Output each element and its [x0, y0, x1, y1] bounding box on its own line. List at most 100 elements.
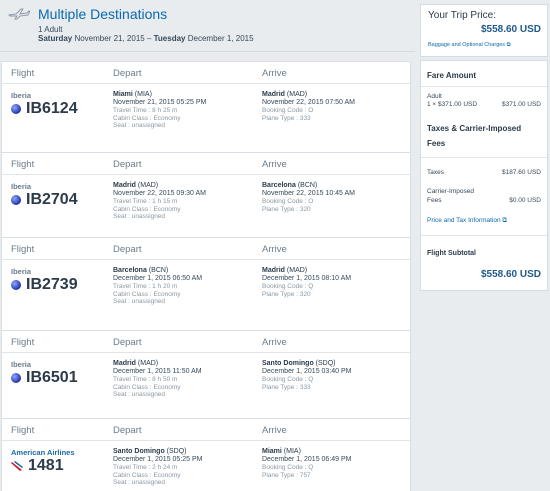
- carrier-fees-value: $0.00 USD: [509, 197, 541, 204]
- adult-label: Adult: [427, 93, 442, 100]
- arrival-time: November 22, 2015 10:45 AM: [262, 190, 356, 198]
- flight-column-header: Flight: [11, 425, 35, 436]
- divider: [421, 235, 547, 236]
- arrival-city: Barcelona: [262, 182, 296, 189]
- header-divider: [0, 51, 415, 52]
- depart-column-header: Depart: [113, 425, 142, 436]
- flight-card: Flight Depart Arrive Iberia IB6501 Madri…: [1, 330, 411, 424]
- seat-info: Seat : unassigned: [113, 478, 166, 486]
- flight-card-header: Flight Depart Arrive: [2, 331, 410, 353]
- iberia-globe-icon: [11, 373, 21, 383]
- booking-code: Booking Code : O: [262, 107, 314, 115]
- arrival-time: December 1, 2015 06:49 PM: [262, 456, 352, 464]
- adult-fare-calc: 1 × $371.00 USD: [427, 101, 478, 108]
- arrival-city: Madrid: [262, 91, 285, 98]
- depart-column-header: Depart: [113, 159, 142, 170]
- fare-breakdown-panel: Fare Amount Adult 1 × $371.00 USD $371.0…: [420, 60, 548, 291]
- taxes-label: Taxes: [427, 169, 444, 176]
- page-title: Multiple Destinations: [38, 6, 168, 22]
- arrival-time: December 1, 2015 03:40 PM: [262, 368, 352, 376]
- flight-column-header: Flight: [11, 68, 35, 79]
- flight-card-header: Flight Depart Arrive: [2, 62, 410, 84]
- arrival-city: Santo Domingo: [262, 360, 314, 367]
- trip-price-label: Your Trip Price:: [428, 10, 496, 21]
- seat-info: Seat : unassigned: [113, 390, 166, 398]
- iberia-globe-icon: [11, 104, 21, 114]
- seat-info: Seat : unassigned: [113, 121, 166, 129]
- depart-column-header: Depart: [113, 68, 142, 79]
- trip-price-box: Your Trip Price: $558.60 USD Baggage and…: [420, 4, 548, 57]
- price-tax-info-link[interactable]: Price and Tax Information ⧉: [427, 217, 508, 224]
- plane-type: Plane Type : 333: [262, 383, 311, 391]
- arrive-column-header: Arrive: [262, 425, 287, 436]
- departure-info: Madrid (MAD) November 22, 2015 09:30 AM …: [113, 182, 207, 220]
- departure-time: November 21, 2015 05:25 PM: [113, 99, 207, 107]
- flight-card-header: Flight Depart Arrive: [2, 153, 410, 175]
- divider: [421, 86, 547, 87]
- flight-number: IB6124: [11, 100, 78, 118]
- travel-time: Travel Time : 8 h 50 m: [113, 376, 178, 384]
- booking-code: Booking Code : Q: [262, 283, 314, 291]
- cabin-class: Cabin Class : Economy: [113, 471, 181, 479]
- departure-city: Santo Domingo: [113, 448, 165, 455]
- arrival-time: December 1, 2015 08:10 AM: [262, 275, 352, 283]
- trip-price-amount: $558.60 USD: [480, 24, 541, 35]
- arrival-info: Barcelona (BCN) November 22, 2015 10:45 …: [262, 182, 356, 213]
- departure-time: December 1, 2015 05:25 PM: [113, 456, 203, 464]
- arrival-info: Madrid (MAD) December 1, 2015 08:10 AM B…: [262, 267, 352, 298]
- booking-code: Booking Code : O: [262, 198, 314, 206]
- departure-city: Madrid: [113, 182, 136, 189]
- cabin-class: Cabin Class : Economy: [113, 205, 181, 213]
- flight-card-header: Flight Depart Arrive: [2, 238, 410, 260]
- flight-number: 1481: [11, 457, 64, 475]
- baggage-charges-link[interactable]: Baggage and Optional Charges ⧉: [428, 42, 511, 48]
- depart-column-header: Depart: [113, 244, 142, 255]
- subtotal-label: Flight Subtotal: [427, 250, 476, 257]
- taxes-value: $187.60 USD: [501, 169, 541, 176]
- arrival-info: Miami (MIA) December 1, 2015 06:49 PM Bo…: [262, 448, 352, 479]
- flight-column-header: Flight: [11, 159, 35, 170]
- departure-time: December 1, 2015 11:50 AM: [113, 368, 202, 376]
- travel-time: Travel Time : 1 h 15 m: [113, 198, 178, 206]
- flight-card: Flight Depart Arrive Iberia IB2739 Barce…: [1, 237, 411, 331]
- fare-amount-heading: Fare Amount: [427, 71, 477, 80]
- travel-time: Travel Time : 8 h 25 m: [113, 107, 178, 115]
- flight-column-header: Flight: [11, 244, 35, 255]
- airline-name: American Airlines: [11, 448, 75, 457]
- flight-card: Flight Depart Arrive Iberia IB2704 Madri…: [1, 152, 411, 246]
- taxes-heading: Taxes & Carrier-Imposed: [427, 124, 522, 133]
- arrival-info: Santo Domingo (SDQ) December 1, 2015 03:…: [262, 360, 352, 391]
- external-link-icon: ⧉: [506, 42, 511, 48]
- airline-name: Iberia: [11, 267, 32, 276]
- cabin-class: Cabin Class : Economy: [113, 114, 181, 122]
- booking-code: Booking Code : Q: [262, 376, 314, 384]
- subtotal-value: $558.60 USD: [480, 269, 541, 280]
- departure-info: Barcelona (BCN) December 1, 2015 06:50 A…: [113, 267, 203, 305]
- airline-name: Iberia: [11, 91, 32, 100]
- arrival-info: Madrid (MAD) November 22, 2015 07:50 AM …: [262, 91, 356, 122]
- depart-column-header: Depart: [113, 337, 142, 348]
- seat-info: Seat : unassigned: [113, 297, 166, 305]
- carrier-fees-label: Carrier-Imposed: [427, 188, 474, 195]
- flight-column-header: Flight: [11, 337, 35, 348]
- arrive-column-header: Arrive: [262, 337, 287, 348]
- arrival-city: Miami: [262, 448, 282, 455]
- departure-time: December 1, 2015 06:50 AM: [113, 275, 203, 283]
- american-airlines-icon: [11, 461, 23, 471]
- flight-number: IB2704: [11, 191, 78, 209]
- iberia-globe-icon: [11, 195, 21, 205]
- cabin-class: Cabin Class : Economy: [113, 290, 181, 298]
- seat-info: Seat : unassigned: [113, 212, 166, 220]
- passenger-count: 1 Adult: [38, 25, 63, 34]
- airline-name: Iberia: [11, 182, 32, 191]
- arrive-column-header: Arrive: [262, 244, 287, 255]
- departure-city: Miami: [113, 91, 133, 98]
- trip-dates: Saturday November 21, 2015 – Tuesday Dec…: [38, 34, 254, 43]
- airplane-icon: [8, 8, 30, 20]
- plane-type: Plane Type : 320: [262, 290, 311, 298]
- arrive-column-header: Arrive: [262, 68, 287, 79]
- booking-code: Booking Code : Q: [262, 464, 314, 472]
- arrival-city: Madrid: [262, 267, 285, 274]
- flight-number: IB6501: [11, 369, 78, 387]
- arrive-column-header: Arrive: [262, 159, 287, 170]
